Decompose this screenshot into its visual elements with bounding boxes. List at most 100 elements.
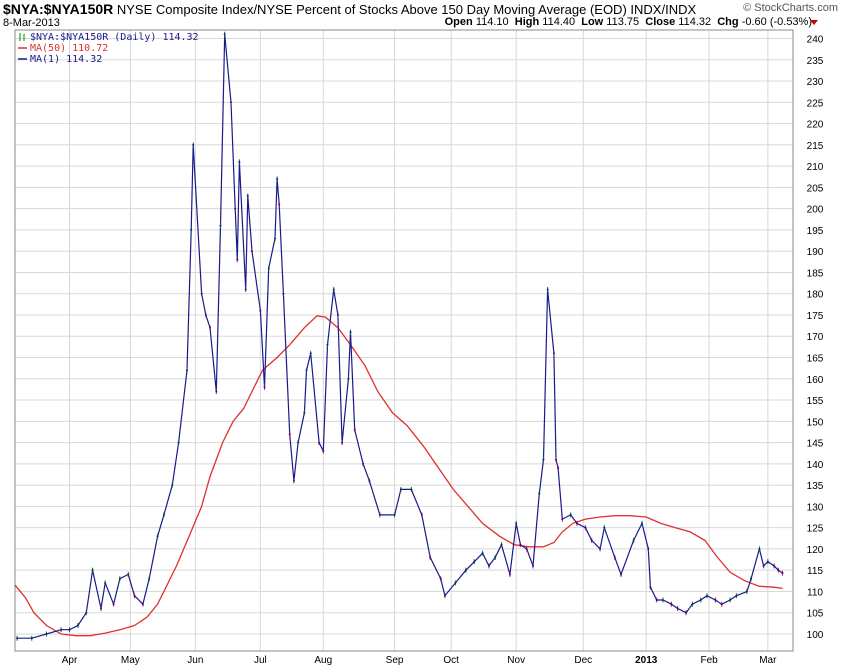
price-point (148, 577, 151, 580)
price-point (378, 513, 381, 516)
price-point (246, 194, 249, 197)
price-point (303, 411, 306, 414)
price-point (714, 598, 717, 601)
price-point (576, 522, 579, 525)
open-value: 114.10 (475, 16, 509, 28)
price-point (238, 160, 241, 163)
price-point (777, 569, 780, 572)
ohlc-readout: Open 114.10 High 114.40 Low 113.75 Close… (445, 16, 812, 28)
price-point (91, 569, 94, 572)
price-point (546, 288, 549, 291)
price-point (773, 564, 776, 567)
price-point (762, 564, 765, 567)
price-point (278, 203, 281, 206)
price-point (104, 581, 107, 584)
price-point (68, 628, 71, 631)
y-tick-label: 160 (807, 375, 824, 386)
y-tick-label: 110 (807, 587, 823, 598)
price-point (647, 547, 650, 550)
price-point (236, 258, 239, 261)
price-point (60, 628, 63, 631)
exchange-label: INDX/INDX (630, 2, 697, 17)
y-tick-label: 145 (807, 439, 824, 450)
price-point (519, 543, 522, 546)
price-point (30, 637, 33, 640)
y-tick-label: 175 (807, 311, 824, 322)
price-point (632, 539, 635, 542)
y-tick-label: 125 (807, 524, 824, 535)
description-label: NYSE Composite Index/NYSE Percent of Sto… (116, 2, 627, 17)
price-point (368, 479, 371, 482)
y-tick-label: 120 (807, 545, 824, 556)
price-point (349, 330, 352, 333)
y-tick-label: 150 (807, 417, 824, 428)
y-tick-label: 190 (807, 247, 824, 258)
plot-frame (14, 29, 794, 652)
chart-date: 8-Mar-2013 (3, 17, 60, 29)
legend-entry: MA(1) 114.32 (30, 54, 102, 65)
price-point (282, 292, 285, 295)
y-tick-label: 215 (807, 141, 824, 152)
price-point (538, 492, 541, 495)
x-tick-label: Jul (254, 655, 267, 666)
price-point (473, 560, 476, 563)
price-point (259, 309, 262, 312)
price-point (735, 594, 738, 597)
price-point (613, 556, 616, 559)
y-tick-label: 165 (807, 354, 824, 365)
price-point (557, 467, 560, 470)
price-point (219, 224, 222, 227)
price-point (336, 313, 339, 316)
price-point (171, 484, 174, 487)
price-point (542, 458, 545, 461)
y-tick-label: 155 (807, 396, 824, 407)
y-tick-label: 210 (807, 162, 824, 173)
price-point (552, 352, 555, 355)
price-point (297, 441, 300, 444)
price-point (341, 441, 344, 444)
chg-value: -0.60 (-0.53%) (741, 16, 812, 28)
ma50-line (14, 315, 783, 637)
price-point (347, 377, 350, 380)
chg-label: Chg (717, 16, 739, 28)
price-point (603, 526, 606, 529)
price-point (443, 594, 446, 597)
price-point (531, 564, 534, 567)
x-tick-label: Mar (759, 655, 777, 666)
price-point (200, 292, 203, 295)
price-point (561, 518, 564, 521)
y-tick-label: 200 (807, 205, 824, 216)
y-tick-label: 240 (807, 35, 824, 46)
price-point (16, 637, 19, 640)
y-tick-label: 130 (807, 502, 824, 513)
price-point (209, 326, 212, 329)
price-point (399, 488, 402, 491)
x-tick-label: Sep (386, 655, 404, 666)
price-point (177, 441, 180, 444)
price-point (190, 228, 193, 231)
price-point (85, 611, 88, 614)
price-point (353, 428, 356, 431)
x-tick-label: Nov (507, 655, 525, 666)
price-point (185, 369, 188, 372)
price-point (758, 547, 761, 550)
x-tick-label: 2013 (635, 655, 658, 666)
close-label: Close (645, 16, 676, 28)
price-point (162, 513, 165, 516)
price-point (267, 267, 270, 270)
y-tick-label: 225 (807, 98, 824, 109)
price-point (234, 207, 237, 210)
brand-label[interactable]: © StockCharts.com (743, 2, 838, 14)
symbol-label: $NYA:$NYA150R (3, 1, 114, 17)
price-point (274, 237, 277, 240)
price-point (112, 603, 115, 606)
price-point (481, 552, 484, 555)
price-point (326, 343, 329, 346)
y-tick-label: 205 (807, 183, 824, 194)
price-point (750, 577, 753, 580)
y-tick-label: 230 (807, 77, 824, 88)
price-point (620, 573, 623, 576)
price-point (584, 526, 587, 529)
price-point (305, 369, 308, 372)
